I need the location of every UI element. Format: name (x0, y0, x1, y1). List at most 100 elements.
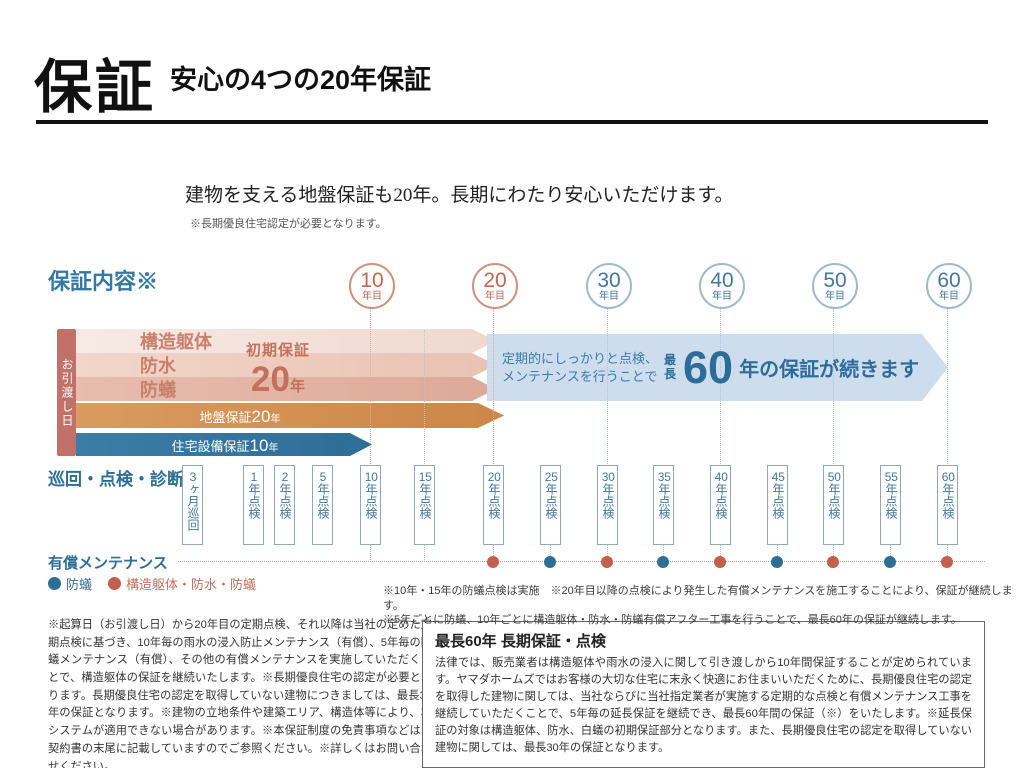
milestone-num: 30 (597, 269, 621, 292)
milestone-circle-20: 20 年目 (472, 263, 518, 309)
inspection-row-label: 巡回・点検・診断 (48, 470, 184, 489)
handover-day-bar: お引渡し日 (57, 329, 76, 456)
milestone-unit: 年目 (485, 291, 505, 302)
inspection-box-3months: 3ヶ月巡回 (182, 465, 203, 545)
footnote-line1: ※10年・15年の防蟻点検は実施 ※20年目以降の点検により発生した有償メンテナ… (383, 585, 1013, 612)
ground-warranty-num: 20 (251, 407, 271, 426)
initial-warranty-band-waterproof (76, 353, 496, 377)
title-rule (36, 120, 988, 124)
initial-warranty-band-termite (76, 377, 496, 401)
ground-warranty-band (76, 403, 504, 428)
milestone-circle-30: 30 年目 (586, 263, 632, 309)
long-term-warranty-info-box: 最長60年 長期保証・点検 法律では、販売業者は構造躯体や雨水の浸入に関して引き… (422, 621, 985, 768)
full-maintenance-dot-icon (108, 577, 122, 590)
paid-maintenance-label: 有償メンテナンス (48, 555, 168, 572)
termite-dot-icon (48, 577, 61, 590)
ground-warranty-text: 地盤保証20年 (180, 407, 300, 427)
extension-warranty-lines: 定期的にしっかりと点検、 メンテナンスを行うことで (502, 350, 658, 385)
guide-stub-45yr (777, 543, 778, 562)
disclaimer-note: ※起算日（お引渡し日）から20年目の定期点検、それ以降は当社の定めた定期点検に基… (48, 619, 432, 768)
inspection-box-2yr: 2年点検 (274, 465, 295, 545)
extension-prefix: 最長 (664, 352, 677, 381)
info-box-title: 最長60年 長期保証・点検 (435, 633, 606, 650)
maintenance-dot-60yr-full (941, 556, 953, 568)
extension-line2: メンテナンスを行うことで (502, 368, 658, 384)
maintenance-dot-30yr-full (601, 556, 613, 568)
milestone-circle-50: 50 年目 (812, 263, 858, 309)
milestone-unit: 年目 (362, 291, 382, 302)
extension-warranty-text: 定期的にしっかりと点検、 メンテナンスを行うことで 最長 60 年の保証が続きま… (502, 334, 919, 401)
milestone-unit: 年目 (712, 291, 732, 302)
inspection-box-30yr: 30年点検 (597, 465, 618, 545)
inspection-box-35yr: 35年点検 (653, 465, 674, 545)
inspection-box-10yr: 10年点検 (360, 465, 381, 545)
milestone-circle-40: 40 年目 (699, 263, 745, 309)
ground-warranty-label: 地盤保証 (199, 410, 252, 425)
inspection-box-60yr: 60年点検 (937, 465, 958, 545)
label-waterproof: 防水 (140, 356, 176, 376)
intro-note: ※長期優良住宅認定が必要となります。 (190, 218, 387, 230)
inspection-box-20yr: 20年点検 (483, 465, 504, 545)
initial-warranty-years: 20年 (246, 362, 310, 397)
maintenance-dot-55yr-termite (884, 556, 896, 568)
extension-line1: 定期的にしっかりと点検、 (502, 350, 659, 366)
footnote-line2: ※5年ごとに防蟻、10年ごとに構造躯体・防水・防蟻有償アフター工事を行うことで、… (383, 614, 962, 627)
warranty-content-label: 保証内容※ (48, 269, 159, 294)
label-structure: 構造躯体 (140, 332, 212, 352)
maintenance-dot-50yr-full (827, 556, 839, 568)
equipment-warranty-num: 10 (249, 436, 269, 455)
maintenance-dot-45yr-termite (771, 556, 783, 568)
guide-stub-25yr (550, 543, 551, 562)
legend-item-termite: 防蟻 (48, 574, 92, 593)
milestone-num: 10 (360, 269, 384, 292)
initial-warranty-num: 20 (251, 360, 290, 399)
guide-line-15yr (424, 330, 425, 562)
milestone-num: 60 (937, 269, 961, 292)
ground-warranty-unit: 年 (270, 414, 281, 425)
guide-stub-55yr (890, 543, 891, 562)
page-subtitle: 安心の4つの20年保証 (170, 65, 432, 95)
initial-warranty-title: 初期保証 (246, 342, 311, 359)
legend-item-full: 構造躯体・防水・防蟻 (108, 574, 256, 593)
maintenance-dot-40yr-full (714, 556, 726, 568)
initial-warranty-caption: 初期保証 20年 (246, 339, 310, 397)
milestone-circle-60: 60 年目 (926, 263, 972, 309)
page-title: 保証 (34, 55, 157, 120)
guide-line-60yr (947, 308, 948, 562)
inspection-box-5yr: 5年点検 (312, 465, 333, 545)
extension-warranty-arrow (487, 334, 948, 401)
guide-line-40yr (720, 308, 721, 562)
inspection-box-40yr: 40年点検 (710, 465, 731, 545)
milestone-circle-10: 10 年目 (349, 263, 395, 309)
milestone-num: 20 (483, 269, 507, 292)
initial-warranty-band-structure (76, 329, 496, 353)
maintenance-dot-20yr-full (487, 556, 499, 568)
guide-line-10yr (370, 308, 371, 562)
inspection-box-55yr: 55年点検 (880, 465, 901, 545)
guide-stub-35yr (663, 543, 664, 562)
equipment-warranty-unit: 年 (268, 443, 279, 454)
extension-suffix: 年の保証が続きます (739, 359, 920, 381)
equipment-warranty-band (76, 433, 372, 456)
guide-line-50yr (833, 308, 834, 562)
initial-warranty-unit: 年 (289, 378, 305, 395)
extension-num: 60 (683, 342, 734, 393)
maintenance-dot-25yr-termite (544, 556, 556, 568)
intro-heading: 建物を支える地盤保証も20年。長期にわたり安心いただけます。 (185, 185, 734, 206)
chart-footnotes: ※10年・15年の防蟻点検は実施 ※20年目以降の点検により発生した有償メンテナ… (383, 584, 1024, 628)
maintenance-dot-35yr-termite (657, 556, 669, 568)
equipment-warranty-label: 住宅設備保証 (171, 439, 250, 454)
maintenance-legend: 防蟻 構造躯体・防水・防蟻 (48, 574, 256, 593)
legend-termite-label: 防蟻 (66, 577, 93, 592)
milestone-unit: 年目 (825, 291, 845, 302)
maintenance-leader-line (178, 561, 985, 562)
legend-full-label: 構造躯体・防水・防蟻 (126, 577, 257, 592)
milestone-unit: 年目 (599, 291, 619, 302)
inspection-box-25yr: 25年点検 (540, 465, 561, 545)
inspection-box-1yr: 1年点検 (243, 465, 264, 545)
inspection-box-50yr: 50年点検 (823, 465, 844, 545)
milestone-unit: 年目 (939, 291, 959, 302)
label-termite: 防蟻 (140, 380, 176, 400)
guide-line-30yr (607, 308, 608, 562)
